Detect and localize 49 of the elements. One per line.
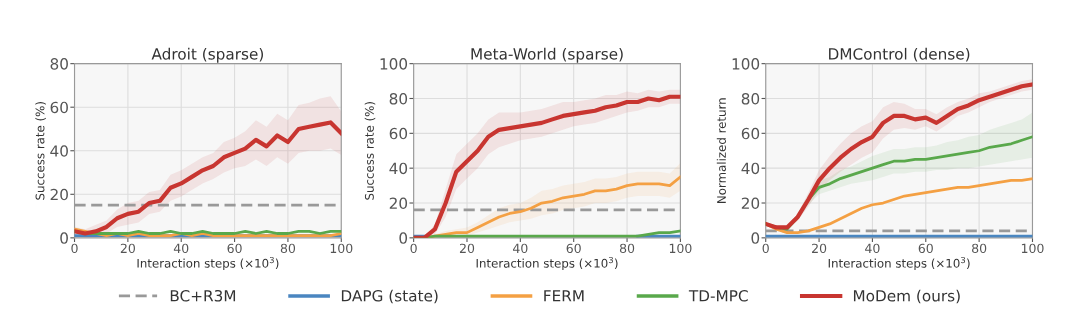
x-tick-label: 100 <box>1021 243 1044 254</box>
x-tick-label: 0 <box>71 243 78 254</box>
y-tick-label: 20 <box>389 197 408 210</box>
y-tick-label: 40 <box>50 145 68 157</box>
x-tick-label: 20 <box>812 243 827 254</box>
y-tick-label: 20 <box>741 197 760 210</box>
y-axis-title: Success rate (%) <box>35 102 46 200</box>
y-tick-label: 40 <box>389 162 408 175</box>
y-axis-title: Normalized return <box>716 98 726 203</box>
y-tick-label: 0 <box>399 232 408 244</box>
x-tick-label: 0 <box>410 243 417 254</box>
x-tick-label: 60 <box>227 243 242 254</box>
x-tick-label: 40 <box>865 243 880 254</box>
x-tick-label: 80 <box>972 243 987 254</box>
x-tick-label: 40 <box>173 243 189 254</box>
y-tick-label: 60 <box>50 101 68 114</box>
y-tick-label: 100 <box>380 58 408 70</box>
chart-title: Adroit (sparse) <box>151 47 264 63</box>
legend-label: MoDem (ours) <box>853 289 960 304</box>
x-tick-label: 80 <box>619 243 635 254</box>
y-tick-label: 40 <box>741 162 760 175</box>
x-tick-label: 20 <box>459 243 475 254</box>
x-tick-label: 20 <box>120 243 135 254</box>
x-tick-label: 100 <box>330 243 353 254</box>
x-axis-title: Interaction steps (×10$^{3}$) <box>828 256 970 270</box>
y-tick-label: 0 <box>751 232 760 244</box>
y-tick-label: 0 <box>60 232 68 244</box>
y-tick-label: 20 <box>50 188 68 201</box>
x-tick-label: 60 <box>566 243 581 254</box>
x-tick-label: 40 <box>513 243 528 254</box>
legend-label: BC+R3M <box>170 289 236 302</box>
y-tick-label: 60 <box>389 127 408 140</box>
legend-label: DAPG (state) <box>341 289 438 304</box>
x-tick-label: 100 <box>669 243 692 254</box>
x-tick-label: 80 <box>280 243 296 254</box>
legend-label: TD-MPC <box>688 289 748 302</box>
y-axis-title: Success rate (%) <box>364 102 376 200</box>
y-tick-label: 60 <box>741 127 760 140</box>
x-tick-label: 60 <box>918 243 933 254</box>
x-tick-label: 0 <box>762 243 769 254</box>
chart-title: Meta-World (sparse) <box>471 47 623 63</box>
y-tick-label: 80 <box>389 92 408 105</box>
legend-label: FERM <box>544 290 584 302</box>
chart-title: DMControl (dense) <box>829 47 970 62</box>
y-tick-label: 100 <box>732 58 760 70</box>
x-axis-title: Interaction steps (×10$^{3}$) <box>476 256 618 270</box>
y-tick-label: 80 <box>50 58 68 70</box>
y-tick-label: 80 <box>741 92 760 105</box>
x-axis-title: Interaction steps (×10$^{3}$) <box>137 256 279 270</box>
